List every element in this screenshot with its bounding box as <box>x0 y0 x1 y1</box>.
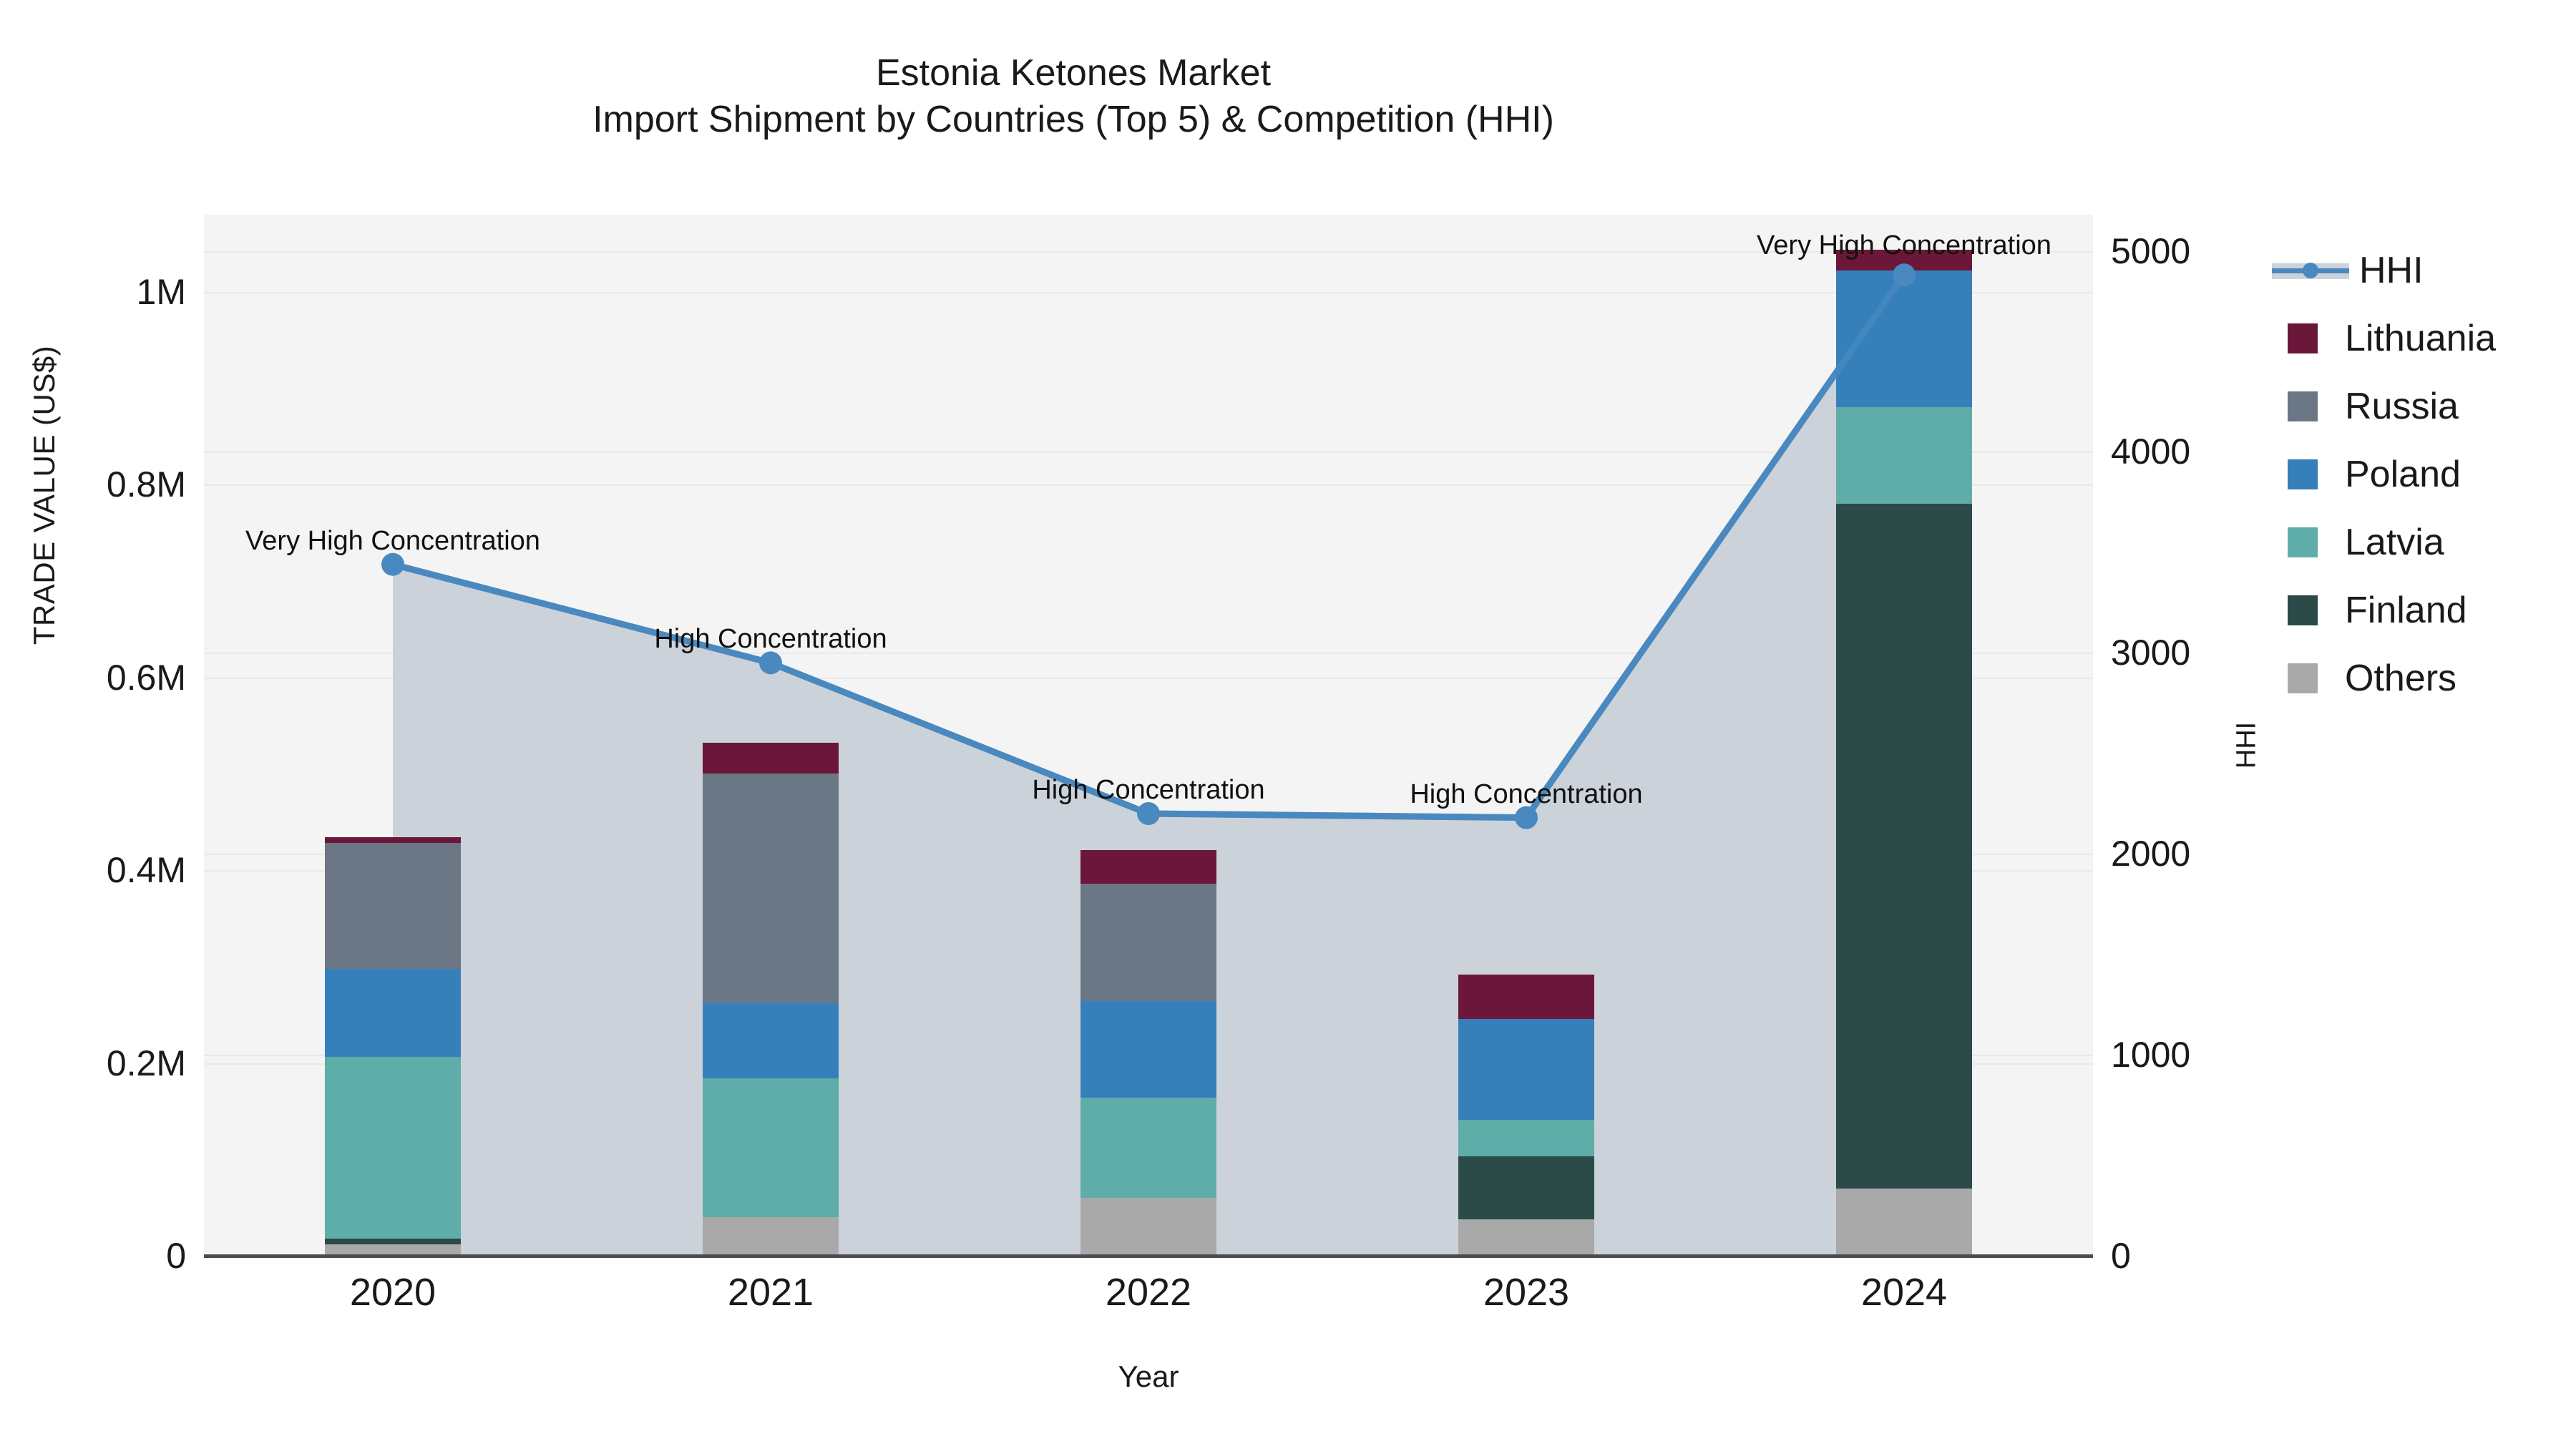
bar-stack-2022[interactable] <box>1080 849 1216 1256</box>
annotation-2020: Very High Concentration <box>245 525 540 556</box>
legend-swatch-icon <box>2288 595 2318 625</box>
y-left-tick-0.4M: 0.4M <box>106 850 186 891</box>
y-right-tick-3000: 3000 <box>2111 633 2191 673</box>
bar-segment-latvia[interactable] <box>325 1057 461 1239</box>
bar-segment-others[interactable] <box>703 1217 839 1256</box>
gridline <box>204 452 2093 454</box>
x-axis-line <box>204 1254 2093 1258</box>
legend-label: Russia <box>2345 385 2459 427</box>
legend-swatch-icon <box>2288 459 2318 489</box>
y-left-tick-0.8M: 0.8M <box>106 464 186 505</box>
bar-segment-russia[interactable] <box>703 774 839 1004</box>
gridline <box>204 484 2093 487</box>
legend-item-russia[interactable]: Russia <box>2272 372 2496 440</box>
legend-line-marker-icon <box>2303 262 2318 278</box>
chart-title-line-1: Estonia Ketones Market <box>875 52 1272 94</box>
bar-segment-russia[interactable] <box>325 843 461 969</box>
y-right-tick-5000: 5000 <box>2111 230 2191 271</box>
bar-stack-2023[interactable] <box>1458 974 1594 1256</box>
bar-segment-lithuania[interactable] <box>325 837 461 844</box>
legend: HHI Lithuania Russia Poland Latvia Finland Oth… <box>2272 236 2496 712</box>
y-right-tick-0: 0 <box>2111 1236 2131 1276</box>
bar-segment-lithuania[interactable] <box>1458 974 1594 1019</box>
bar-segment-finland[interactable] <box>1836 504 1972 1189</box>
hhi-marker-2021[interactable] <box>759 651 782 675</box>
gridline <box>204 291 2093 293</box>
hhi-marker-2022[interactable] <box>1137 802 1160 826</box>
bar-segment-latvia[interactable] <box>703 1078 839 1218</box>
bar-segment-poland[interactable] <box>703 1003 839 1079</box>
legend-item-latvia[interactable]: Latvia <box>2272 508 2496 576</box>
hhi-marker-2020[interactable] <box>381 552 404 576</box>
bar-stack-2024[interactable] <box>1836 249 1972 1256</box>
bar-segment-latvia[interactable] <box>1458 1120 1594 1157</box>
y-left-tick-0: 0 <box>166 1236 186 1276</box>
bar-segment-poland[interactable] <box>1458 1018 1594 1121</box>
gridline <box>204 677 2093 679</box>
bar-segment-poland[interactable] <box>1080 1001 1216 1098</box>
bar-segment-lithuania[interactable] <box>1080 849 1216 884</box>
annotation-2022: High Concentration <box>1032 775 1265 806</box>
x-tick-2024: 2024 <box>1860 1271 1948 1314</box>
legend-label: Finland <box>2345 589 2467 631</box>
bar-segment-poland[interactable] <box>325 968 461 1058</box>
x-tick-2021: 2021 <box>727 1271 814 1314</box>
legend-item-hhi[interactable]: HHI <box>2272 236 2496 304</box>
bar-stack-2021[interactable] <box>703 743 839 1256</box>
bar-segment-latvia[interactable] <box>1836 407 1972 504</box>
bar-segment-others[interactable] <box>1080 1198 1216 1256</box>
y-left-tick-0.6M: 0.6M <box>106 657 186 698</box>
legend-swatch-icon <box>2288 663 2318 693</box>
legend-label: Others <box>2345 657 2457 699</box>
y-axis-left-label: TRADE VALUE (US$) <box>27 345 61 645</box>
annotation-2021: High Concentration <box>654 624 887 655</box>
bar-stack-2020[interactable] <box>325 837 461 1256</box>
annotation-2024: Very High Concentration <box>1757 230 2051 261</box>
x-tick-2020: 2020 <box>349 1271 436 1314</box>
legend-label: Lithuania <box>2345 317 2497 359</box>
legend-label: Latvia <box>2345 521 2444 563</box>
chart-title: Estonia Ketones Market Import Shipment b… <box>0 50 2147 143</box>
legend-label: HHI <box>2359 249 2424 291</box>
hhi-line-overlay <box>391 273 1907 821</box>
legend-label: Poland <box>2345 453 2461 495</box>
y-left-tick-1M: 1M <box>136 271 186 312</box>
legend-item-others[interactable]: Others <box>2272 644 2496 712</box>
gridline <box>204 653 2093 655</box>
bar-segment-lithuania[interactable] <box>703 743 839 774</box>
legend-item-finland[interactable]: Finland <box>2272 576 2496 644</box>
bar-segment-finland[interactable] <box>325 1238 461 1244</box>
chart-title-line-2: Import Shipment by Countries (Top 5) & C… <box>592 99 1554 140</box>
y-right-tick-2000: 2000 <box>2111 834 2191 874</box>
y-left-tick-0.2M: 0.2M <box>106 1043 186 1083</box>
bar-segment-others[interactable] <box>1458 1219 1594 1256</box>
hhi-marker-2024[interactable] <box>1893 263 1916 287</box>
annotation-2023: High Concentration <box>1410 779 1643 809</box>
y-right-tick-1000: 1000 <box>2111 1035 2191 1075</box>
x-axis-label: Year <box>1118 1360 1179 1393</box>
bar-segment-russia[interactable] <box>1080 883 1216 1002</box>
hhi-marker-layer <box>381 263 1916 829</box>
hhi-marker-2023[interactable] <box>1515 806 1538 829</box>
bar-segment-finland[interactable] <box>1458 1156 1594 1219</box>
bar-segment-latvia[interactable] <box>1080 1098 1216 1199</box>
y-right-tick-4000: 4000 <box>2111 431 2191 472</box>
bar-segment-others[interactable] <box>325 1244 461 1256</box>
x-tick-2022: 2022 <box>1105 1271 1192 1314</box>
legend-swatch-icon <box>2288 527 2318 557</box>
y-axis-right-label: HHI <box>2231 721 2262 769</box>
gridline <box>204 250 2093 253</box>
plot-area <box>204 215 2093 1257</box>
legend-item-lithuania[interactable]: Lithuania <box>2272 304 2496 372</box>
legend-swatch-icon <box>2288 391 2318 421</box>
bar-segment-others[interactable] <box>1836 1188 1972 1256</box>
legend-swatch-icon <box>2288 323 2318 353</box>
legend-item-poland[interactable]: Poland <box>2272 440 2496 508</box>
x-tick-2023: 2023 <box>1483 1271 1570 1314</box>
legend-line-key-icon <box>2272 255 2349 286</box>
